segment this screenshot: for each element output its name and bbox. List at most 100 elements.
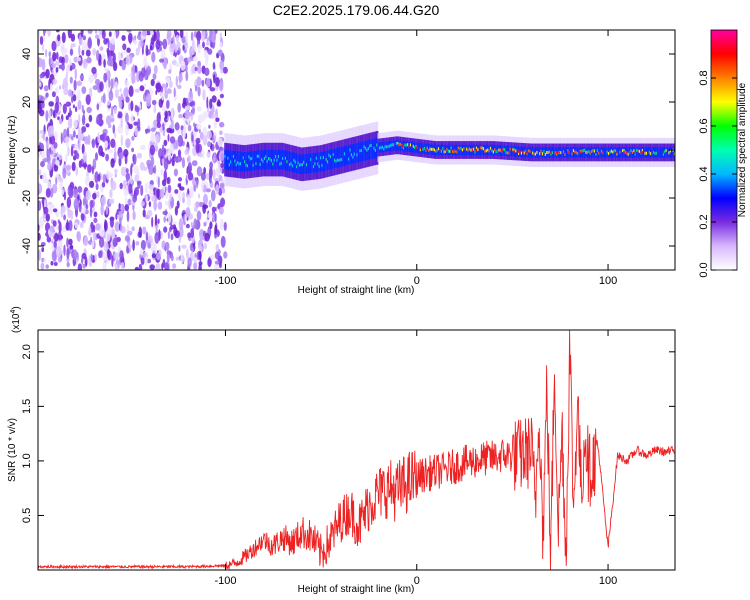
noise-blob <box>177 84 182 90</box>
noise-blob <box>54 60 60 66</box>
noise-blob <box>123 87 129 99</box>
noise-blob <box>207 257 212 268</box>
signal-speck <box>380 146 383 150</box>
noise-blob <box>219 150 225 161</box>
noise-blob <box>171 59 177 66</box>
noise-blob <box>179 30 184 39</box>
noise-blob <box>163 169 167 182</box>
noise-blob <box>77 263 83 270</box>
signal-inner <box>291 152 295 172</box>
noise-blob <box>189 186 194 199</box>
noise-blob <box>80 212 85 221</box>
colorbar-tick-label: 0.2 <box>698 214 710 229</box>
noise-blob <box>150 241 155 251</box>
noise-blob <box>164 241 170 251</box>
noise-blob <box>219 130 223 136</box>
signal-speck <box>473 147 476 151</box>
noise-blob <box>131 226 135 232</box>
noise-blob <box>144 182 149 194</box>
noise-blob <box>56 246 62 258</box>
noise-blob <box>88 226 92 237</box>
signal-speck <box>536 150 539 154</box>
signal-speck <box>251 156 254 160</box>
signal-speck <box>595 152 598 156</box>
signal-inner <box>316 152 320 173</box>
noise-blob <box>84 176 91 187</box>
signal-speck <box>317 162 320 166</box>
signal-inner <box>474 144 477 156</box>
signal-inner <box>354 143 358 164</box>
signal-speck <box>612 150 615 154</box>
colorbar-tick-label: 0.8 <box>698 70 710 85</box>
noise-blob <box>103 72 108 83</box>
signal-speck <box>291 164 294 168</box>
signal-speck <box>636 148 639 152</box>
noise-blob <box>79 221 84 229</box>
signal-speck <box>613 149 616 153</box>
colorbar-tick-label: 0.6 <box>698 118 710 133</box>
signal-speck <box>622 149 625 153</box>
noise-blob <box>151 253 156 259</box>
signal-inner <box>224 149 227 170</box>
noise-blob <box>94 30 98 34</box>
noise-blob <box>81 114 86 126</box>
signal-speck <box>480 146 483 150</box>
noise-blob <box>82 263 86 269</box>
noise-blob <box>128 85 134 97</box>
noise-blob <box>65 71 68 83</box>
noise-blob <box>38 81 42 87</box>
noise-blob <box>145 231 149 243</box>
noise-blob <box>79 74 84 80</box>
signal-speck <box>402 146 405 150</box>
signal-speck <box>498 148 501 152</box>
noise-blob <box>74 106 78 113</box>
noise-blob <box>176 50 180 56</box>
noise-blob <box>180 125 184 131</box>
noise-blob <box>140 239 146 251</box>
spectrogram-x-tick-label: 100 <box>599 275 617 287</box>
noise-blob <box>222 66 228 74</box>
signal-inner <box>336 147 340 168</box>
noise-blob <box>219 262 222 269</box>
signal-speck <box>246 164 249 168</box>
noise-blob <box>192 56 198 62</box>
noise-blob <box>149 144 156 156</box>
noise-blob <box>177 183 181 188</box>
signal-speck <box>445 149 448 153</box>
noise-blob <box>139 85 145 92</box>
signal-speck <box>412 144 415 148</box>
noise-blob <box>39 35 44 46</box>
signal-inner <box>324 151 327 171</box>
signal-inner <box>614 147 618 158</box>
signal-inner <box>308 153 311 174</box>
signal-inner <box>265 149 268 170</box>
noise-blob <box>43 257 47 264</box>
noise-blob <box>172 40 176 50</box>
noise-blob <box>127 230 133 236</box>
signal-speck <box>446 148 449 152</box>
noise-blob <box>166 99 170 109</box>
signal-speck <box>543 149 546 153</box>
noise-blob <box>115 30 119 39</box>
noise-blob <box>130 174 133 185</box>
signal-inner <box>241 151 244 172</box>
signal-inner <box>411 141 414 153</box>
noise-blob <box>178 218 184 230</box>
noise-blob <box>214 212 217 223</box>
signal-speck <box>263 156 266 160</box>
signal-inner <box>383 141 386 153</box>
noise-blob <box>121 59 127 71</box>
noise-blob <box>217 168 220 181</box>
signal-speck <box>363 145 366 149</box>
signal-speck <box>238 162 241 166</box>
signal-inner <box>253 150 257 171</box>
noise-blob <box>187 257 192 268</box>
noise-blob <box>145 128 151 133</box>
signal-inner <box>510 145 514 157</box>
noise-blob <box>107 49 110 57</box>
noise-blob <box>76 89 81 102</box>
noise-blob <box>112 124 116 134</box>
signal-speck <box>623 149 626 153</box>
signal-speck <box>509 147 512 151</box>
signal-speck <box>269 157 272 161</box>
